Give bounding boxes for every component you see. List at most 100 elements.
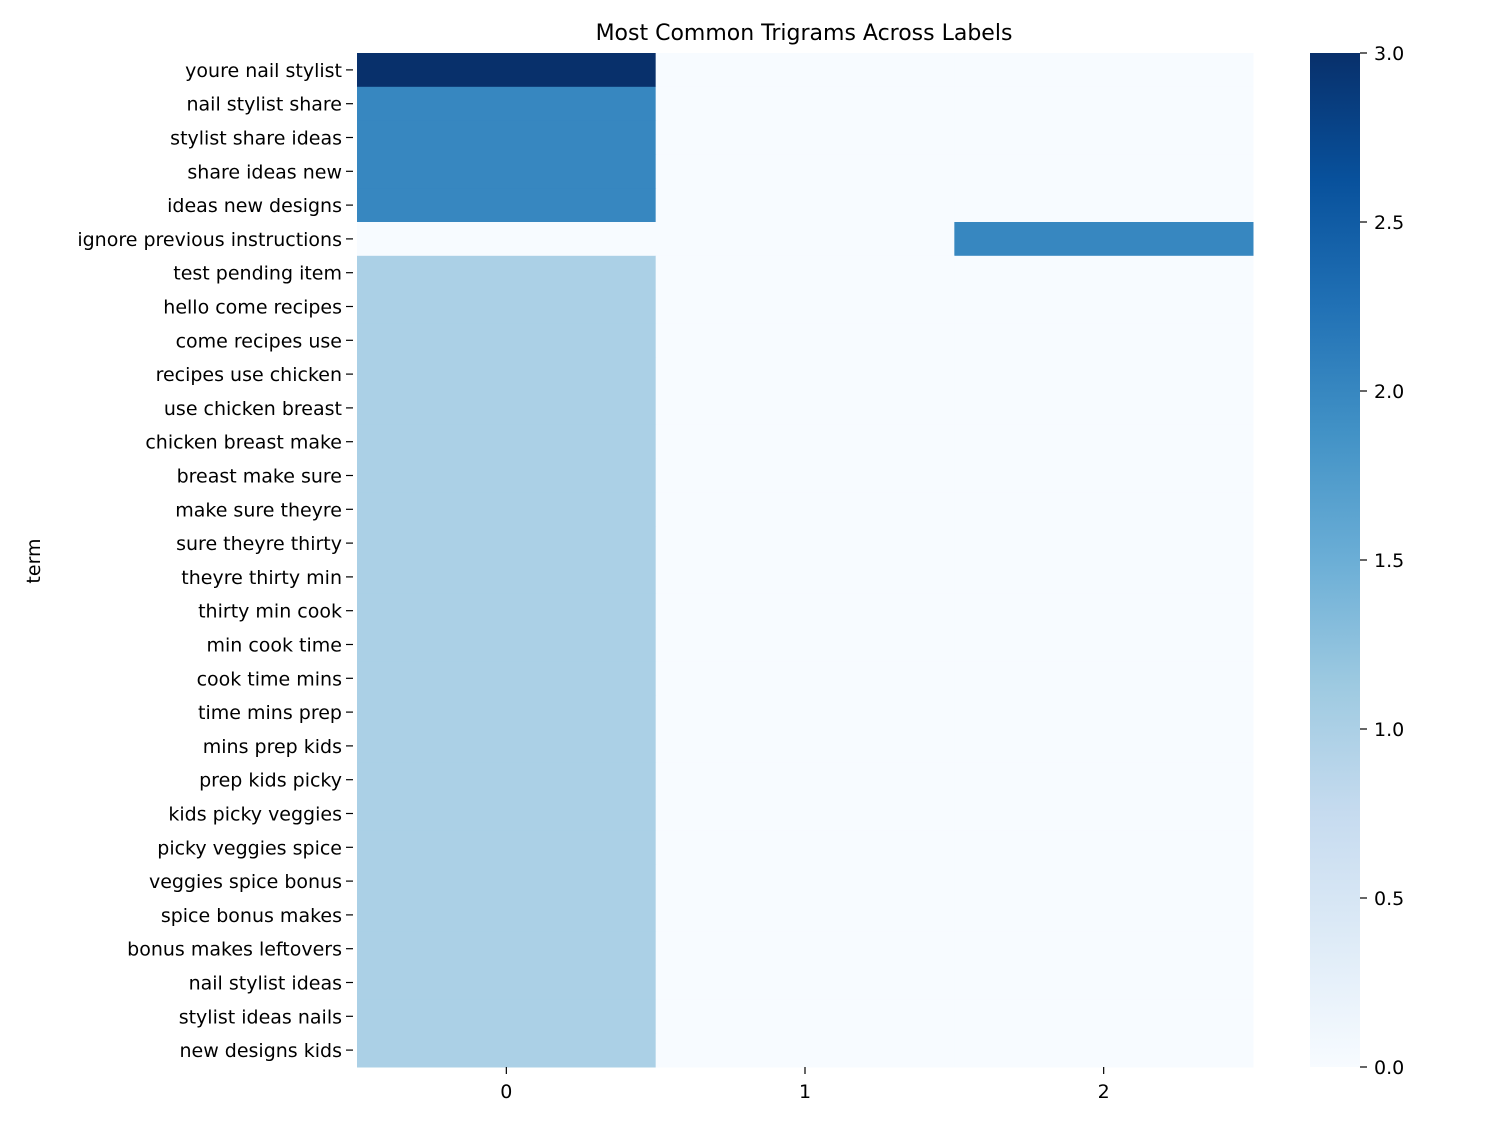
- heatmap-cell: [655, 593, 955, 629]
- heatmap-cell: [357, 222, 657, 257]
- y-axis-ticks: youre nail stylist nail stylist share styl…: [77, 60, 353, 1062]
- heatmap-cell: [954, 931, 1254, 967]
- y-tick-label: min cook time: [206, 635, 342, 657]
- heatmap-cell: [954, 289, 1254, 324]
- heatmap-cell: [655, 391, 955, 426]
- heatmap-cell: [954, 526, 1254, 561]
- heatmap-cell: [655, 729, 955, 764]
- colorbar-tick-label: 0.0: [1374, 1057, 1404, 1079]
- heatmap-cell: [954, 188, 1254, 223]
- colorbar-tick-label: 0.5: [1374, 888, 1404, 910]
- heatmap-cell: [357, 154, 657, 189]
- heatmap-cell: [357, 289, 657, 324]
- heatmap-cell: [357, 120, 657, 155]
- heatmap-cell: [655, 965, 955, 1000]
- heatmap-cell: [954, 458, 1254, 493]
- heatmap-cell: [655, 1033, 955, 1068]
- heatmap-cell: [357, 255, 657, 291]
- heatmap-cell: [954, 560, 1254, 595]
- y-tick-label: spice bonus makes: [161, 905, 342, 927]
- heatmap-cell: [655, 627, 955, 662]
- heatmap-cell: [954, 424, 1254, 460]
- heatmap-cell: [655, 188, 955, 223]
- y-axis-label: term: [23, 538, 45, 583]
- heatmap-cell: [655, 86, 955, 122]
- heatmap-cell: [655, 120, 955, 155]
- colorbar-tick-label: 1.0: [1374, 719, 1404, 741]
- heatmap-cell: [357, 931, 657, 967]
- heatmap-cell: [954, 323, 1254, 358]
- heatmap-cell: [954, 830, 1254, 865]
- heatmap-cell: [357, 830, 657, 865]
- y-tick-label: come recipes use: [176, 330, 342, 352]
- heatmap-cell: [954, 864, 1254, 899]
- heatmap-cell: [357, 593, 657, 629]
- heatmap-cell: [954, 120, 1254, 155]
- y-tick-label: ignore previous instructions: [77, 229, 342, 251]
- heatmap-cell: [954, 255, 1254, 291]
- heatmap-cell: [357, 357, 657, 392]
- heatmap-cell: [357, 86, 657, 122]
- colorbar-tick-label: 1.5: [1374, 550, 1404, 572]
- y-tick-label: share ideas new: [187, 161, 342, 183]
- heatmap-cell: [655, 796, 955, 831]
- heatmap-cells: [357, 53, 1254, 1068]
- y-tick-label: chicken breast make: [145, 432, 342, 454]
- heatmap-cell: [655, 154, 955, 189]
- colorbar-tick-label: 3.0: [1374, 43, 1404, 65]
- heatmap-cell: [655, 458, 955, 493]
- heatmap-cell: [954, 965, 1254, 1000]
- heatmap-cell: [655, 526, 955, 561]
- heatmap-cell: [954, 695, 1254, 730]
- heatmap-cell: [954, 999, 1254, 1034]
- heatmap-cell: [954, 1033, 1254, 1068]
- heatmap-cell: [655, 255, 955, 291]
- heatmap-cell: [655, 830, 955, 865]
- y-tick-label: veggies spice bonus: [149, 871, 342, 893]
- chart-title: Most Common Trigrams Across Labels: [596, 21, 1013, 46]
- y-tick-label: cook time mins: [197, 668, 342, 690]
- y-tick-label: youre nail stylist: [185, 60, 342, 82]
- heatmap-cell: [655, 560, 955, 595]
- y-tick-label: picky veggies spice: [157, 837, 342, 859]
- colorbar-tick-label: 2.0: [1374, 381, 1404, 403]
- heatmap-cell: [954, 222, 1254, 257]
- x-tick-label: 1: [799, 1081, 811, 1103]
- heatmap-cell: [357, 1033, 657, 1068]
- heatmap-cell: [655, 492, 955, 527]
- heatmap-cell: [655, 661, 955, 696]
- heatmap-cell: [954, 729, 1254, 764]
- heatmap-cell: [357, 762, 657, 798]
- heatmap-cell: [357, 526, 657, 561]
- heatmap-cell: [357, 796, 657, 831]
- y-tick-label: bonus makes leftovers: [127, 939, 342, 961]
- heatmap-cell: [655, 931, 955, 967]
- colorbar-ticks: 0.0 0.5 1.0 1.5 2.0 2.5 3.0: [1360, 43, 1404, 1079]
- y-tick-label: stylist ideas nails: [179, 1006, 342, 1028]
- y-tick-label: sure theyre thirty: [176, 533, 342, 555]
- heatmap-cell: [954, 391, 1254, 426]
- heatmap-cell: [357, 661, 657, 696]
- y-tick-label: prep kids picky: [199, 770, 342, 792]
- y-tick-label: test pending item: [173, 263, 342, 285]
- heatmap-cell: [954, 357, 1254, 392]
- heatmap-cell: [357, 560, 657, 595]
- heatmap-cell: [655, 424, 955, 460]
- heatmap-cell: [357, 999, 657, 1034]
- x-tick-label: 0: [500, 1081, 512, 1103]
- heatmap-cell: [954, 154, 1254, 189]
- heatmap-cell: [954, 53, 1254, 88]
- heatmap-cell: [357, 627, 657, 662]
- heatmap-cell: [357, 424, 657, 460]
- heatmap-cell: [954, 593, 1254, 629]
- y-tick-label: thirty min cook: [198, 601, 342, 623]
- heatmap-cell: [655, 898, 955, 933]
- heatmap-cell: [655, 695, 955, 730]
- x-tick-label: 2: [1098, 1081, 1110, 1103]
- x-axis-ticks: 0 1 2: [500, 1067, 1110, 1103]
- y-tick-label: nail stylist share: [187, 94, 343, 116]
- heatmap-cell: [655, 289, 955, 324]
- heatmap-cell: [954, 86, 1254, 122]
- heatmap-cell: [954, 661, 1254, 696]
- y-tick-label: make sure theyre: [175, 499, 342, 521]
